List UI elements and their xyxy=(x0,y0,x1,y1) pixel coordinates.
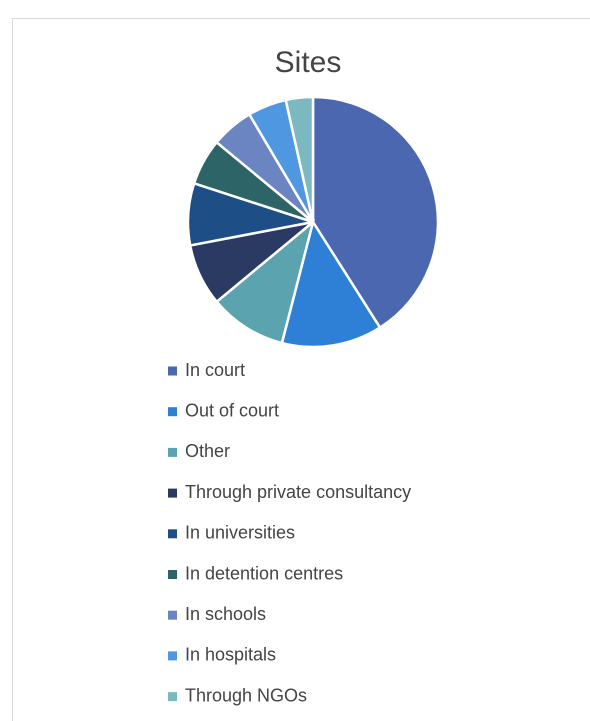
legend-label: Out of court xyxy=(185,400,279,420)
legend-label: In universities xyxy=(185,523,295,543)
legend-swatch xyxy=(168,651,177,661)
legend-label: Other xyxy=(185,441,230,461)
legend-label: In detention centres xyxy=(185,563,343,583)
legend-swatch xyxy=(168,570,177,579)
legend-swatch xyxy=(168,407,177,417)
legend-label: In hospitals xyxy=(185,645,276,665)
legend-swatch xyxy=(168,447,177,457)
pie-slice xyxy=(284,95,315,223)
legend-swatch xyxy=(168,692,177,702)
legend-swatch xyxy=(168,488,177,498)
legend-label: Through private consultancy xyxy=(185,482,411,502)
legend-swatch xyxy=(168,529,177,539)
legend-label: In schools xyxy=(185,604,266,624)
legend-label: In court xyxy=(185,360,245,380)
legend-swatch xyxy=(168,366,177,376)
chart-title: Sites xyxy=(275,46,342,79)
legend-label: Through NGOs xyxy=(185,685,307,705)
pie-slice xyxy=(214,218,316,345)
legend-swatch xyxy=(168,610,177,620)
pie-slice xyxy=(280,218,382,349)
